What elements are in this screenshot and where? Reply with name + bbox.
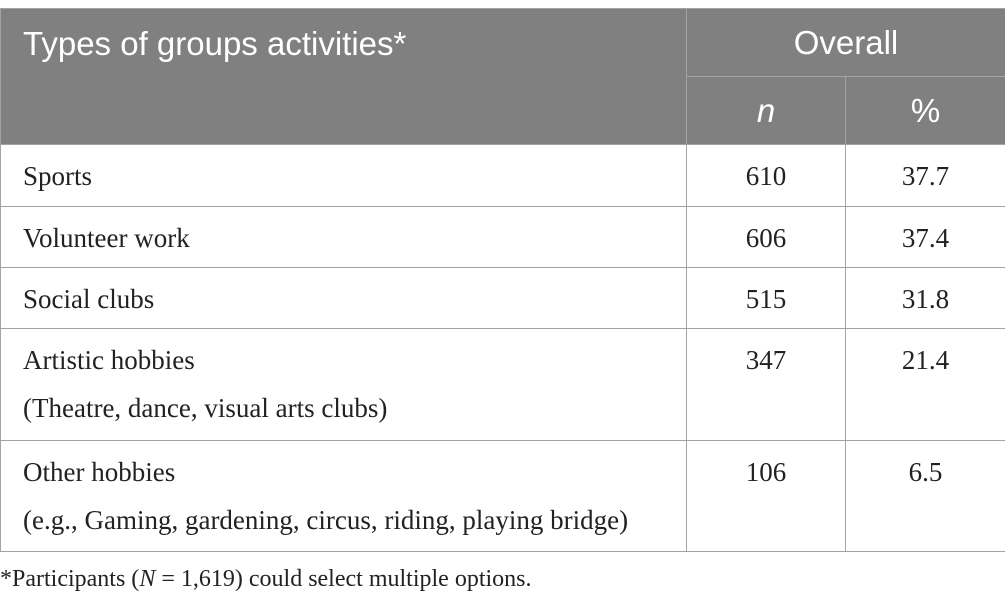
table-row: Volunteer work 606 37.4 xyxy=(0,206,1005,268)
table-footnote: *Participants (N = 1,619) could select m… xyxy=(0,566,532,593)
row-percent: 31.8 xyxy=(845,267,1005,329)
footnote-equation: = 1,619 xyxy=(155,566,235,592)
footnote-prefix: *Participants ( xyxy=(0,566,140,592)
percent-column-header: % xyxy=(845,76,1005,145)
row-n: 610 xyxy=(686,144,846,207)
row-label-cell: Artistic hobbies (Theatre, dance, visual… xyxy=(0,328,687,441)
overall-header: Overall xyxy=(686,8,1005,77)
row-label: Volunteer work xyxy=(0,206,687,268)
footnote-variable: N xyxy=(139,566,156,592)
row-sublabel: (e.g., Gaming, gardening, circus, riding… xyxy=(23,505,629,535)
n-column-header: n xyxy=(686,76,846,145)
row-percent: 6.5 xyxy=(845,440,1005,552)
row-label-cell: Other hobbies (e.g., Gaming, gardening, … xyxy=(0,440,687,552)
row-percent: 21.4 xyxy=(845,328,1005,441)
footnote-suffix: ) could select multiple options. xyxy=(234,566,532,592)
row-n: 347 xyxy=(686,328,846,441)
table-row: Social clubs 515 31.8 xyxy=(0,267,1005,329)
table-row: Artistic hobbies (Theatre, dance, visual… xyxy=(0,328,1005,441)
row-label: Other hobbies xyxy=(23,457,176,487)
row-percent: 37.7 xyxy=(845,144,1005,207)
header-row-1: Types of groups activities* Overall xyxy=(0,8,1005,145)
table-row: Sports 610 37.7 xyxy=(0,144,1005,207)
row-n: 515 xyxy=(686,267,846,329)
activities-table: Types of groups activities* Overall n % … xyxy=(0,8,1005,552)
row-sublabel: (Theatre, dance, visual arts clubs) xyxy=(23,393,388,423)
table-title: Types of groups activities* xyxy=(23,25,407,62)
row-label: Sports xyxy=(0,144,687,207)
table-title-cell: Types of groups activities* xyxy=(0,8,687,145)
row-n: 106 xyxy=(686,440,846,552)
row-percent: 37.4 xyxy=(845,206,1005,268)
row-label: Artistic hobbies xyxy=(23,345,195,375)
row-n: 606 xyxy=(686,206,846,268)
table-row: Other hobbies (e.g., Gaming, gardening, … xyxy=(0,440,1005,552)
row-label: Social clubs xyxy=(0,267,687,329)
